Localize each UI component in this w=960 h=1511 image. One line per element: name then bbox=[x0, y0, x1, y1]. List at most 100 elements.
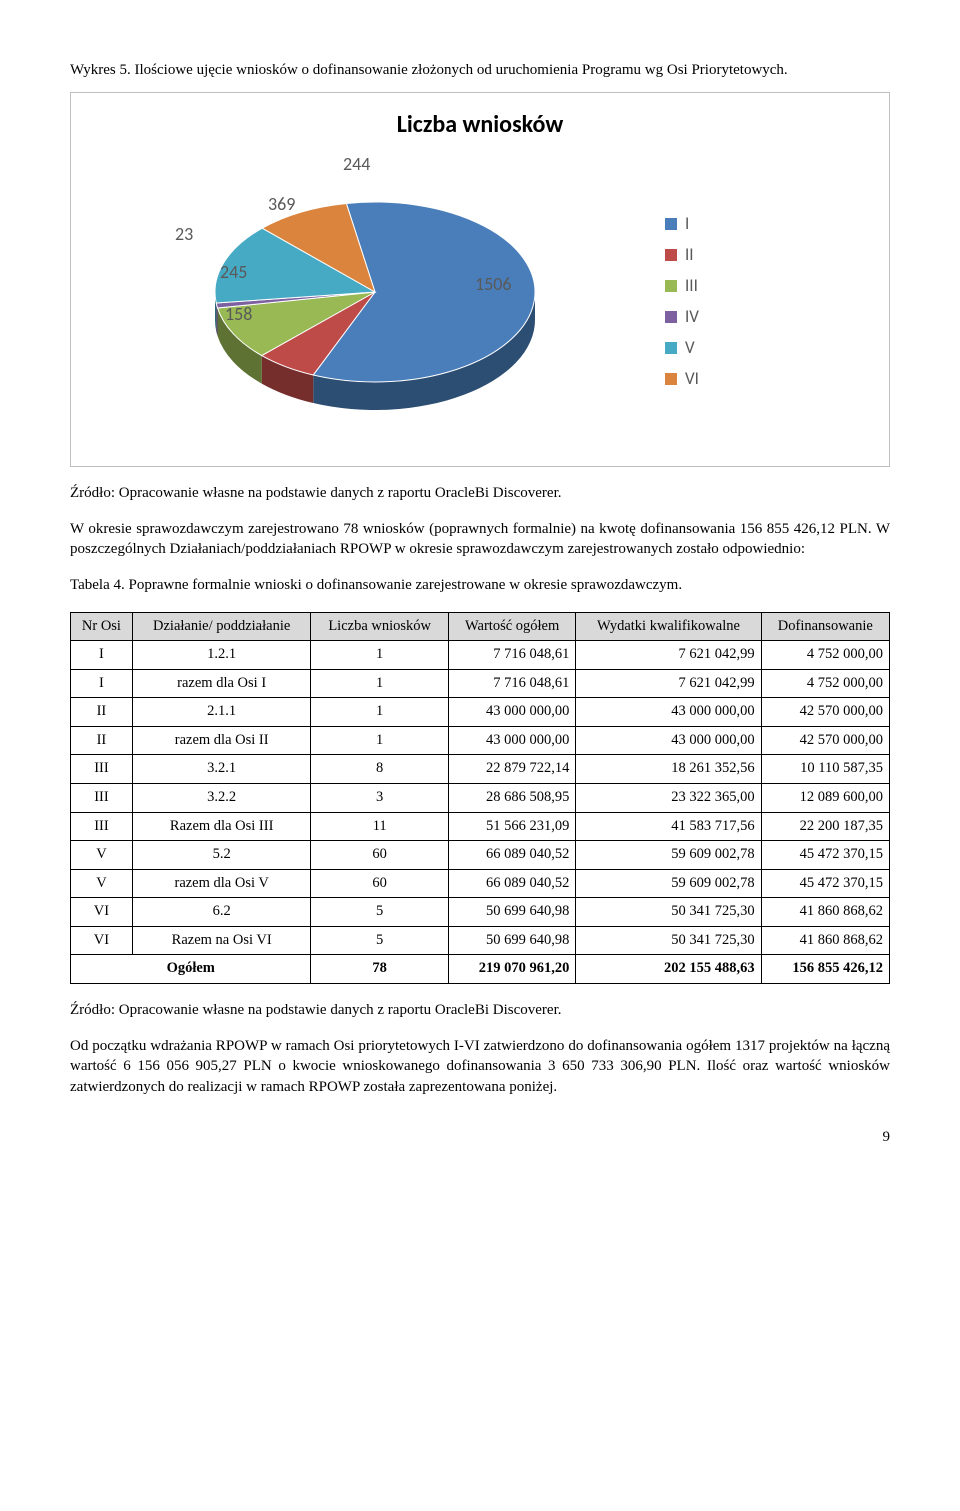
table-cell: 22 879 722,14 bbox=[448, 755, 575, 784]
table-header-cell: Wartość ogółem bbox=[448, 612, 575, 641]
table-row: I1.2.117 716 048,617 621 042,994 752 000… bbox=[71, 641, 890, 670]
table-cell: II bbox=[71, 726, 133, 755]
table-cell: razem dla Osi II bbox=[132, 726, 311, 755]
table-cell: 10 110 587,35 bbox=[761, 755, 889, 784]
chart-data-label: 158 bbox=[225, 302, 252, 326]
table-cell: 3 bbox=[311, 784, 448, 813]
table-cell: 202 155 488,63 bbox=[576, 955, 761, 984]
table-row: Irazem dla Osi I17 716 048,617 621 042,9… bbox=[71, 669, 890, 698]
table-cell: 11 bbox=[311, 812, 448, 841]
table-cell: 8 bbox=[311, 755, 448, 784]
table-cell: III bbox=[71, 784, 133, 813]
legend-label: II bbox=[685, 244, 694, 267]
table-cell: III bbox=[71, 755, 133, 784]
table-cell: 5 bbox=[311, 926, 448, 955]
table-header-cell: Nr Osi bbox=[71, 612, 133, 641]
table-cell: 43 000 000,00 bbox=[576, 698, 761, 727]
table-cell: 50 341 725,30 bbox=[576, 898, 761, 927]
chart-data-label: 1506 bbox=[475, 272, 512, 296]
table-cell: 43 000 000,00 bbox=[576, 726, 761, 755]
table-header-cell: Wydatki kwalifikowalne bbox=[576, 612, 761, 641]
table-cell: 50 699 640,98 bbox=[448, 898, 575, 927]
table-total-row: Ogółem78219 070 961,20202 155 488,63156 … bbox=[71, 955, 890, 984]
legend-swatch bbox=[665, 249, 677, 261]
figure-caption: Wykres 5. Ilościowe ujęcie wniosków o do… bbox=[70, 60, 890, 80]
table-cell: 1 bbox=[311, 726, 448, 755]
table-cell: 7 621 042,99 bbox=[576, 669, 761, 698]
legend-label: VI bbox=[685, 368, 699, 391]
chart-data-label: 369 bbox=[268, 192, 295, 216]
legend-swatch bbox=[665, 280, 677, 292]
table-cell: 51 566 231,09 bbox=[448, 812, 575, 841]
table-row: IIrazem dla Osi II143 000 000,0043 000 0… bbox=[71, 726, 890, 755]
table-row: IIIRazem dla Osi III1151 566 231,0941 58… bbox=[71, 812, 890, 841]
table-cell: I bbox=[71, 669, 133, 698]
legend-item: VI bbox=[665, 368, 699, 391]
paragraph-1: W okresie sprawozdawczym zarejestrowano … bbox=[70, 519, 890, 560]
legend-swatch bbox=[665, 311, 677, 323]
table-cell: 45 472 370,15 bbox=[761, 841, 889, 870]
table-cell: 41 860 868,62 bbox=[761, 926, 889, 955]
table-cell: 3.2.2 bbox=[132, 784, 311, 813]
table-cell: 41 860 868,62 bbox=[761, 898, 889, 927]
table-row: VI6.2550 699 640,9850 341 725,3041 860 8… bbox=[71, 898, 890, 927]
table-cell: razem dla Osi I bbox=[132, 669, 311, 698]
table-cell: 6.2 bbox=[132, 898, 311, 927]
table-header-cell: Dofinansowanie bbox=[761, 612, 889, 641]
chart-data-label: 244 bbox=[343, 152, 370, 176]
table-cell: 4 752 000,00 bbox=[761, 641, 889, 670]
table-cell: Ogółem bbox=[71, 955, 311, 984]
table-cell: 50 699 640,98 bbox=[448, 926, 575, 955]
table-cell: 1 bbox=[311, 669, 448, 698]
table-cell: 1 bbox=[311, 641, 448, 670]
table-cell: 3.2.1 bbox=[132, 755, 311, 784]
table-cell: VI bbox=[71, 926, 133, 955]
chart-data-label: 245 bbox=[220, 260, 247, 284]
table-cell: V bbox=[71, 869, 133, 898]
legend-item: V bbox=[665, 337, 699, 360]
table-cell: III bbox=[71, 812, 133, 841]
table-cell: V bbox=[71, 841, 133, 870]
chart-data-label: 23 bbox=[175, 222, 193, 246]
table-cell: 5 bbox=[311, 898, 448, 927]
table-cell: 59 609 002,78 bbox=[576, 841, 761, 870]
table-row: III3.2.2328 686 508,9523 322 365,0012 08… bbox=[71, 784, 890, 813]
legend-label: IV bbox=[685, 306, 699, 329]
chart-source: Źródło: Opracowanie własne na podstawie … bbox=[70, 483, 890, 503]
table-cell: 7 716 048,61 bbox=[448, 641, 575, 670]
table-cell: 78 bbox=[311, 955, 448, 984]
table-cell: 18 261 352,56 bbox=[576, 755, 761, 784]
table-row: III3.2.1822 879 722,1418 261 352,5610 11… bbox=[71, 755, 890, 784]
table-cell: II bbox=[71, 698, 133, 727]
legend-label: III bbox=[685, 275, 698, 298]
table-cell: 60 bbox=[311, 841, 448, 870]
table-cell: 5.2 bbox=[132, 841, 311, 870]
table-cell: 7 716 048,61 bbox=[448, 669, 575, 698]
table-cell: 59 609 002,78 bbox=[576, 869, 761, 898]
legend-item: III bbox=[665, 275, 699, 298]
page-number: 9 bbox=[70, 1127, 890, 1147]
table-cell: 50 341 725,30 bbox=[576, 926, 761, 955]
table-source: Źródło: Opracowanie własne na podstawie … bbox=[70, 1000, 890, 1020]
table-cell: 43 000 000,00 bbox=[448, 698, 575, 727]
table-cell: 42 570 000,00 bbox=[761, 726, 889, 755]
table-cell: 156 855 426,12 bbox=[761, 955, 889, 984]
table-row: V5.26066 089 040,5259 609 002,7845 472 3… bbox=[71, 841, 890, 870]
legend-label: I bbox=[685, 213, 689, 236]
table-cell: VI bbox=[71, 898, 133, 927]
table-cell: 12 089 600,00 bbox=[761, 784, 889, 813]
table-cell: 60 bbox=[311, 869, 448, 898]
table-cell: Razem na Osi VI bbox=[132, 926, 311, 955]
table-cell: razem dla Osi V bbox=[132, 869, 311, 898]
legend-item: II bbox=[665, 244, 699, 267]
table-cell: 4 752 000,00 bbox=[761, 669, 889, 698]
table-cell: 219 070 961,20 bbox=[448, 955, 575, 984]
legend-swatch bbox=[665, 373, 677, 385]
table-cell: 41 583 717,56 bbox=[576, 812, 761, 841]
table-cell: 66 089 040,52 bbox=[448, 869, 575, 898]
table-cell: 22 200 187,35 bbox=[761, 812, 889, 841]
table-cell: 42 570 000,00 bbox=[761, 698, 889, 727]
chart-title: Liczba wniosków bbox=[85, 109, 875, 141]
table-cell: 7 621 042,99 bbox=[576, 641, 761, 670]
table-cell: I bbox=[71, 641, 133, 670]
